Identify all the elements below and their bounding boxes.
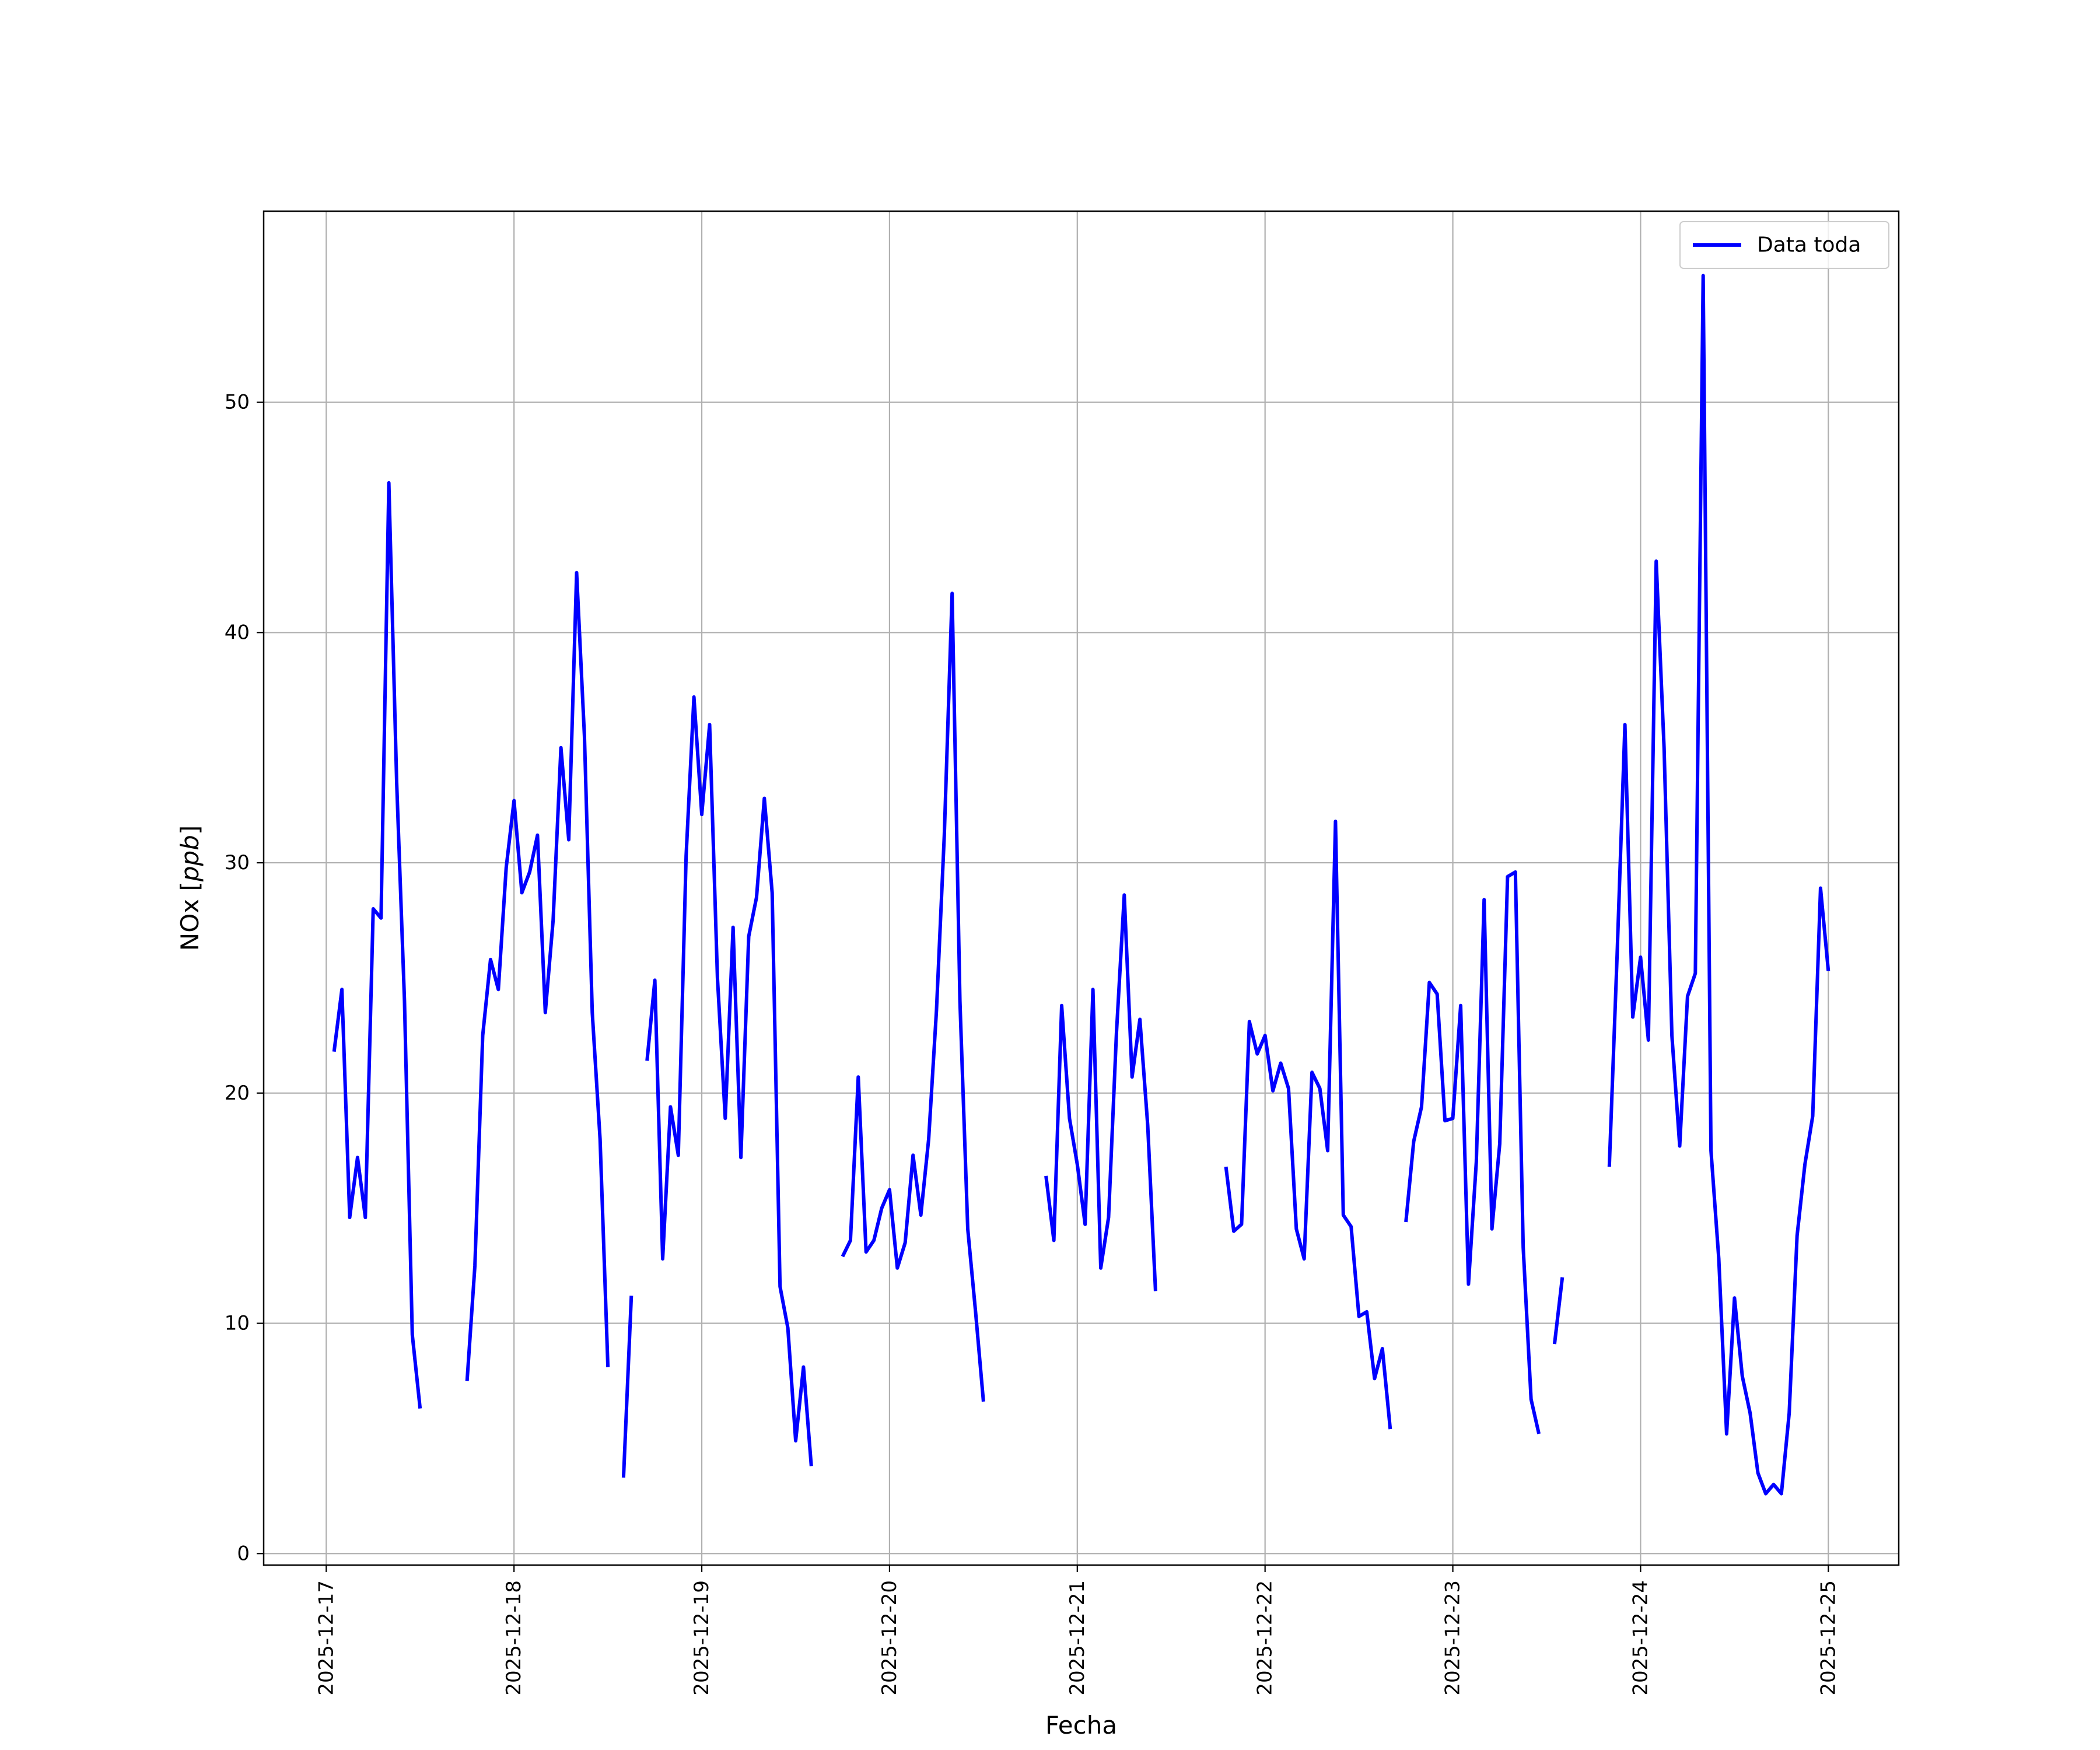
- legend-label-data-toda: Data toda: [1757, 233, 1861, 257]
- y-axis-label-unit: ppb: [176, 835, 204, 882]
- legend-box: [1679, 221, 1889, 269]
- y-tick-label-10: 10: [225, 1312, 250, 1335]
- y-tick-label-50: 50: [225, 391, 250, 414]
- grid: [264, 211, 1899, 1565]
- x-tick-label-2025-12-24: 2025-12-24: [1629, 1580, 1652, 1696]
- series-data-toda-segment-8: [1552, 1277, 1564, 1345]
- series-data-toda-segment-5: [1044, 893, 1157, 1292]
- x-tick-label-2025-12-22: 2025-12-22: [1254, 1580, 1277, 1696]
- x-tick-label-2025-12-23: 2025-12-23: [1441, 1580, 1465, 1696]
- y-axis-label: NOx [ppb]: [176, 825, 204, 951]
- series-layer: [332, 274, 1831, 1496]
- x-tick-label-2025-12-17: 2025-12-17: [314, 1580, 338, 1696]
- y-tick-label-20: 20: [225, 1082, 250, 1105]
- series-data-toda-segment-0: [332, 481, 422, 1409]
- plot-frame: [262, 210, 1900, 1566]
- series-data-toda-segment-7: [1404, 870, 1541, 1434]
- y-axis-label-bracket-open: [: [176, 881, 204, 891]
- legend: Data toda: [1679, 221, 1889, 269]
- y-tick-label-40: 40: [225, 621, 250, 644]
- series-data-toda-segment-6: [1224, 820, 1392, 1430]
- x-tick-label-2025-12-21: 2025-12-21: [1066, 1580, 1089, 1696]
- y-tick-label-30: 30: [225, 851, 250, 874]
- x-tick-label-2025-12-19: 2025-12-19: [690, 1580, 713, 1696]
- y-axis-label-bracket-close: ]: [176, 825, 204, 835]
- series-data-toda-segment-1: [465, 570, 610, 1381]
- x-tick-label-2025-12-18: 2025-12-18: [502, 1580, 526, 1696]
- series-data-toda-segment-3: [645, 695, 813, 1466]
- y-axis-label-base: NOx: [176, 891, 204, 951]
- x-axis-label: Fecha: [1045, 1711, 1117, 1740]
- ticks: 2025-12-17 2025-12-18 2025-12-19 2025-12-20…: [225, 391, 1840, 1696]
- series-data-toda-segment-4: [841, 592, 985, 1402]
- x-tick-label-2025-12-20: 2025-12-20: [878, 1580, 901, 1696]
- y-tick-label-0: 0: [237, 1542, 250, 1565]
- series-data-toda-segment-2: [621, 1296, 634, 1478]
- x-tick-label-2025-12-25: 2025-12-25: [1817, 1580, 1840, 1696]
- series-data-toda-segment-9: [1607, 274, 1831, 1496]
